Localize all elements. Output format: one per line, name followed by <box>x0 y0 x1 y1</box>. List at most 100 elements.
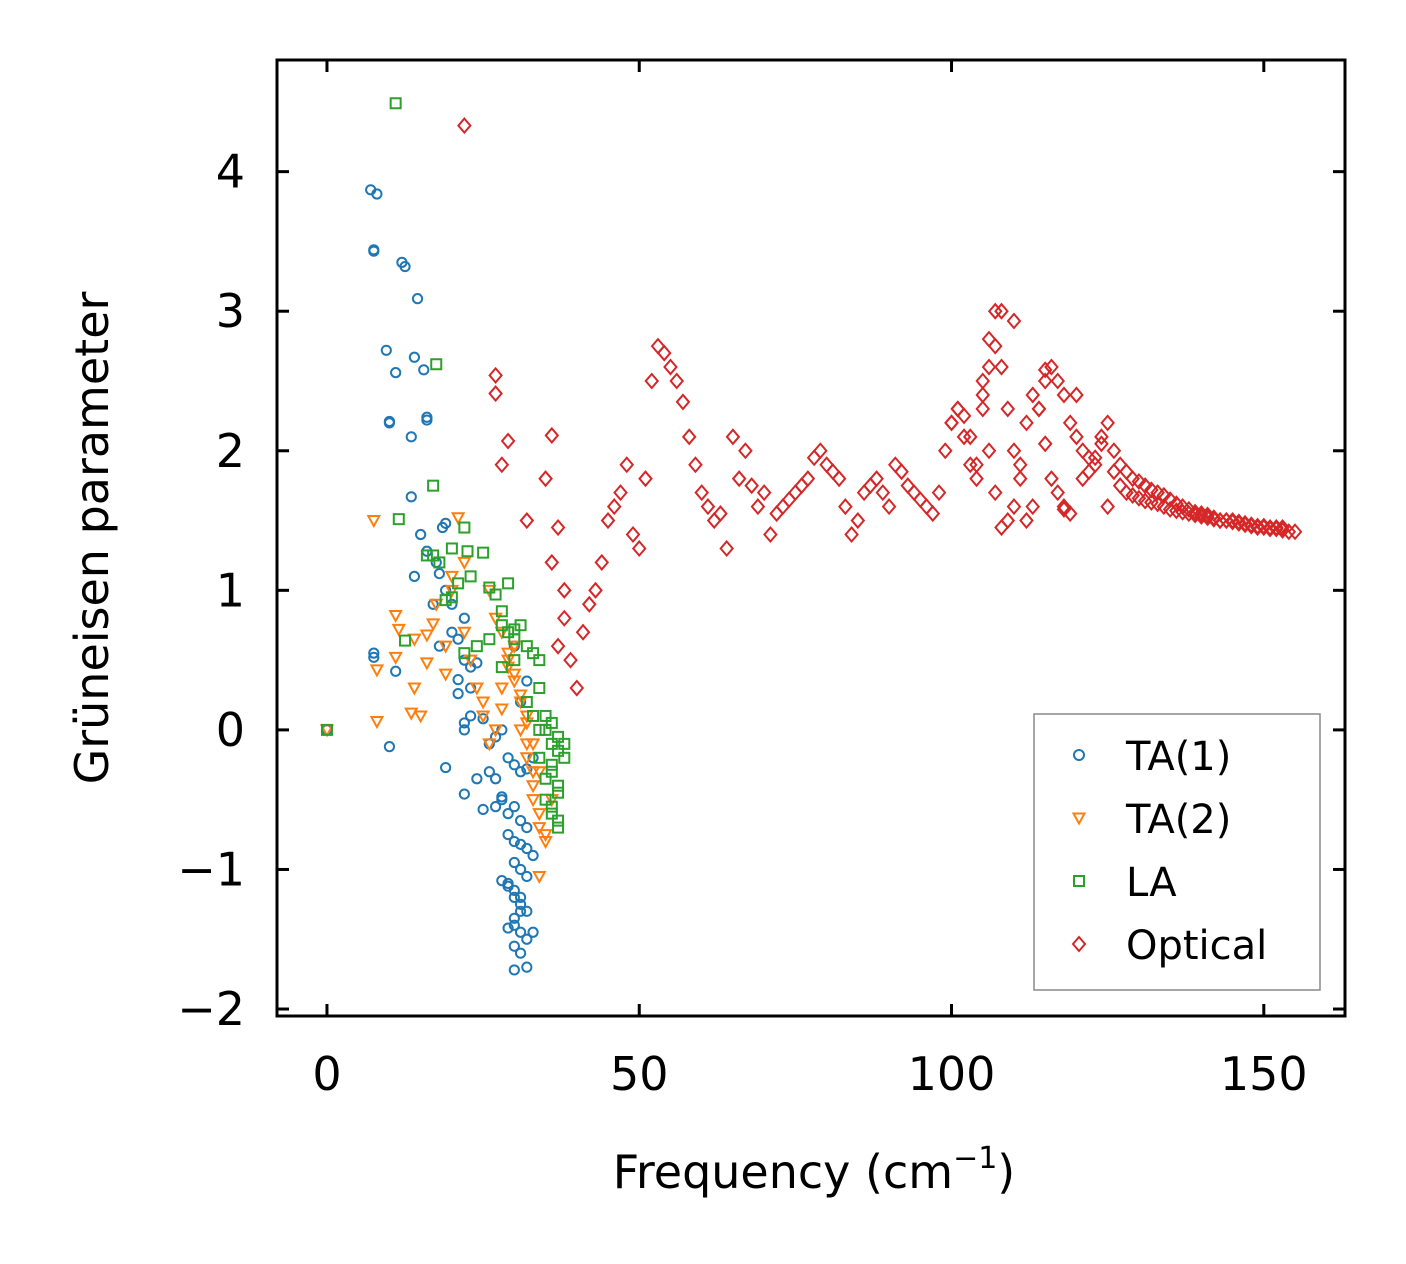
point-ta1 <box>489 731 502 743</box>
point-ta2 <box>407 682 422 696</box>
point-optical <box>563 651 578 669</box>
point-optical <box>700 498 716 516</box>
point-ta1 <box>496 791 508 803</box>
point-la <box>533 751 546 764</box>
legend-label-la: LA <box>1126 860 1177 906</box>
point-optical <box>962 428 978 446</box>
point-optical <box>1056 500 1072 518</box>
point-ta1 <box>502 808 514 820</box>
point-ta2 <box>507 640 522 654</box>
point-ta1 <box>383 741 396 753</box>
y-tick-label: −2 <box>177 982 245 1036</box>
legend-marker-ta2 <box>1071 812 1087 826</box>
point-ta1 <box>390 665 402 677</box>
point-optical <box>863 477 878 495</box>
point-optical <box>725 428 741 446</box>
point-optical <box>625 525 641 544</box>
point-optical <box>1012 456 1028 474</box>
point-la <box>539 793 552 806</box>
point-ta2 <box>369 716 385 730</box>
point-optical <box>744 477 759 495</box>
point-la <box>489 588 502 601</box>
y-tick-label: 4 <box>216 145 245 199</box>
legend-entry-optical: Optical <box>1071 923 1267 969</box>
point-optical <box>719 539 735 558</box>
point-ta2 <box>519 710 535 724</box>
point-ta1 <box>508 964 520 976</box>
point-optical <box>1087 449 1103 467</box>
point-ta1 <box>508 940 520 952</box>
point-ta2 <box>407 633 422 647</box>
point-ta1 <box>514 905 527 917</box>
point-optical <box>588 581 603 599</box>
point-optical <box>575 623 591 641</box>
point-optical <box>819 456 834 474</box>
point-optical <box>1100 498 1115 516</box>
point-ta1 <box>508 919 520 931</box>
point-ta2 <box>388 651 403 665</box>
point-la <box>495 619 508 632</box>
point-ta2 <box>388 609 403 624</box>
point-ta1 <box>433 567 445 580</box>
point-ta2 <box>438 668 453 682</box>
point-optical <box>950 400 966 418</box>
point-optical <box>1156 486 1172 504</box>
point-ta1 <box>399 260 411 273</box>
point-ta1 <box>405 431 417 443</box>
tick-labels: 0 50 100 150 −2 −1 0 1 2 3 4 <box>177 145 1308 1101</box>
point-optical <box>825 463 841 481</box>
point-ta1 <box>408 570 421 582</box>
point-ta1 <box>502 922 514 934</box>
point-la <box>533 654 546 667</box>
point-la <box>545 737 558 750</box>
point-la <box>483 633 496 646</box>
point-ta2 <box>500 654 516 668</box>
point-optical <box>981 330 997 348</box>
point-ta1 <box>368 651 380 663</box>
point-optical <box>650 337 666 355</box>
point-la <box>420 549 433 562</box>
point-optical <box>1062 505 1078 523</box>
point-ta1 <box>368 647 380 659</box>
point-ta2 <box>488 612 503 626</box>
point-optical <box>1037 361 1053 379</box>
point-la <box>458 521 471 534</box>
point-ta1 <box>440 761 452 774</box>
point-optical <box>1268 518 1284 537</box>
point-ta2 <box>538 829 553 843</box>
point-optical <box>569 679 585 697</box>
point-optical <box>944 414 959 432</box>
point-optical <box>994 358 1009 376</box>
point-ta1 <box>508 856 520 869</box>
point-optical <box>669 372 685 390</box>
point-la <box>552 730 565 743</box>
point-ta2 <box>450 512 466 526</box>
point-la <box>514 619 527 632</box>
point-ta1 <box>521 961 533 973</box>
point-ta1 <box>452 633 464 645</box>
point-optical <box>1050 372 1066 390</box>
point-optical <box>1250 517 1265 535</box>
point-la <box>439 594 452 607</box>
point-optical <box>1044 470 1059 488</box>
point-optical <box>806 449 822 467</box>
point-ta1 <box>465 710 477 722</box>
point-ta1 <box>411 293 424 305</box>
point-ta1 <box>408 351 421 363</box>
point-optical <box>1012 470 1028 488</box>
point-ta1 <box>514 926 527 938</box>
point-la <box>495 605 508 618</box>
legend-marker-la <box>1073 875 1085 887</box>
point-la <box>399 634 412 647</box>
point-ta1 <box>415 528 427 541</box>
point-ta2 <box>366 515 381 529</box>
point-ta1 <box>514 947 527 959</box>
point-optical <box>1006 442 1022 460</box>
point-optical <box>994 518 1009 537</box>
point-optical <box>1000 512 1016 530</box>
point-la <box>389 97 402 110</box>
point-optical <box>681 428 697 446</box>
point-la <box>430 358 443 371</box>
point-optical <box>981 442 997 460</box>
point-la <box>433 556 446 569</box>
